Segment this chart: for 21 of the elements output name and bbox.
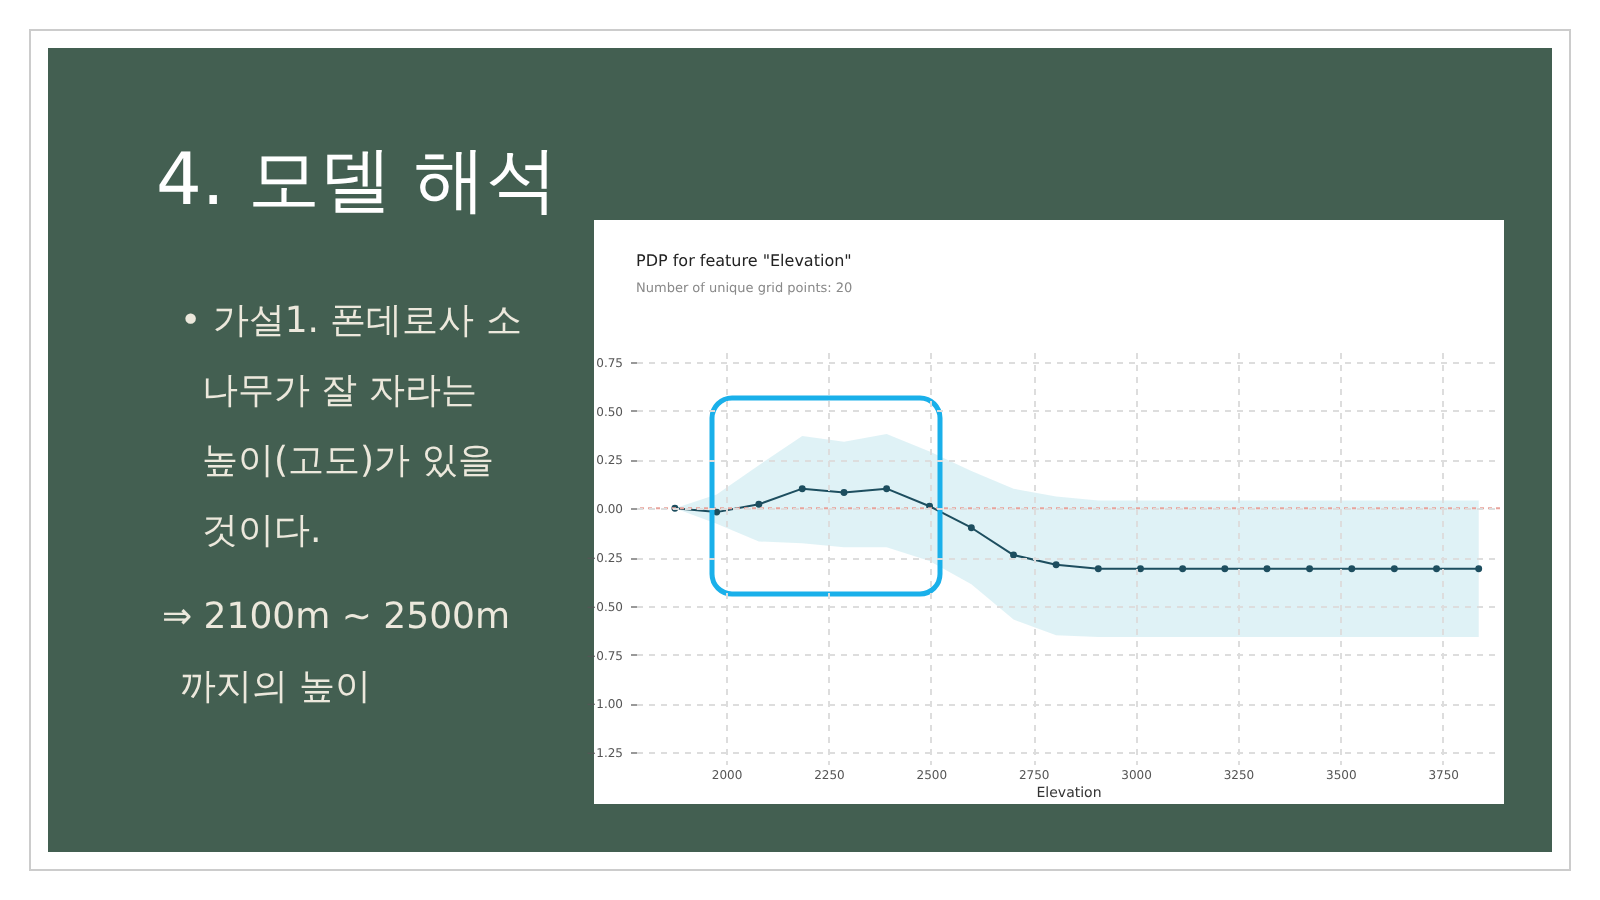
point — [1221, 565, 1229, 573]
point — [1390, 565, 1398, 573]
point — [967, 524, 975, 532]
point — [840, 489, 848, 497]
text: 4. 모델 해석 — [156, 140, 559, 222]
chart-title: PDP for feature "Elevation" — [636, 252, 852, 270]
text: • 가설1. 폰데로사 소 나무가 잘 자라는 높이(고도)가 있을 것이다. — [180, 300, 522, 552]
point — [798, 485, 806, 493]
point — [1263, 565, 1271, 573]
point — [1052, 561, 1060, 569]
point — [755, 500, 763, 508]
point — [1179, 565, 1187, 573]
point — [883, 485, 891, 493]
point — [1348, 565, 1356, 573]
point — [1433, 565, 1440, 573]
point — [1094, 565, 1102, 573]
text: ⇒ 2100m ~ 2500m 까지의 높이 — [162, 596, 511, 708]
point — [1010, 551, 1017, 559]
point — [1475, 565, 1483, 573]
point — [1137, 565, 1144, 573]
point — [1306, 565, 1314, 573]
